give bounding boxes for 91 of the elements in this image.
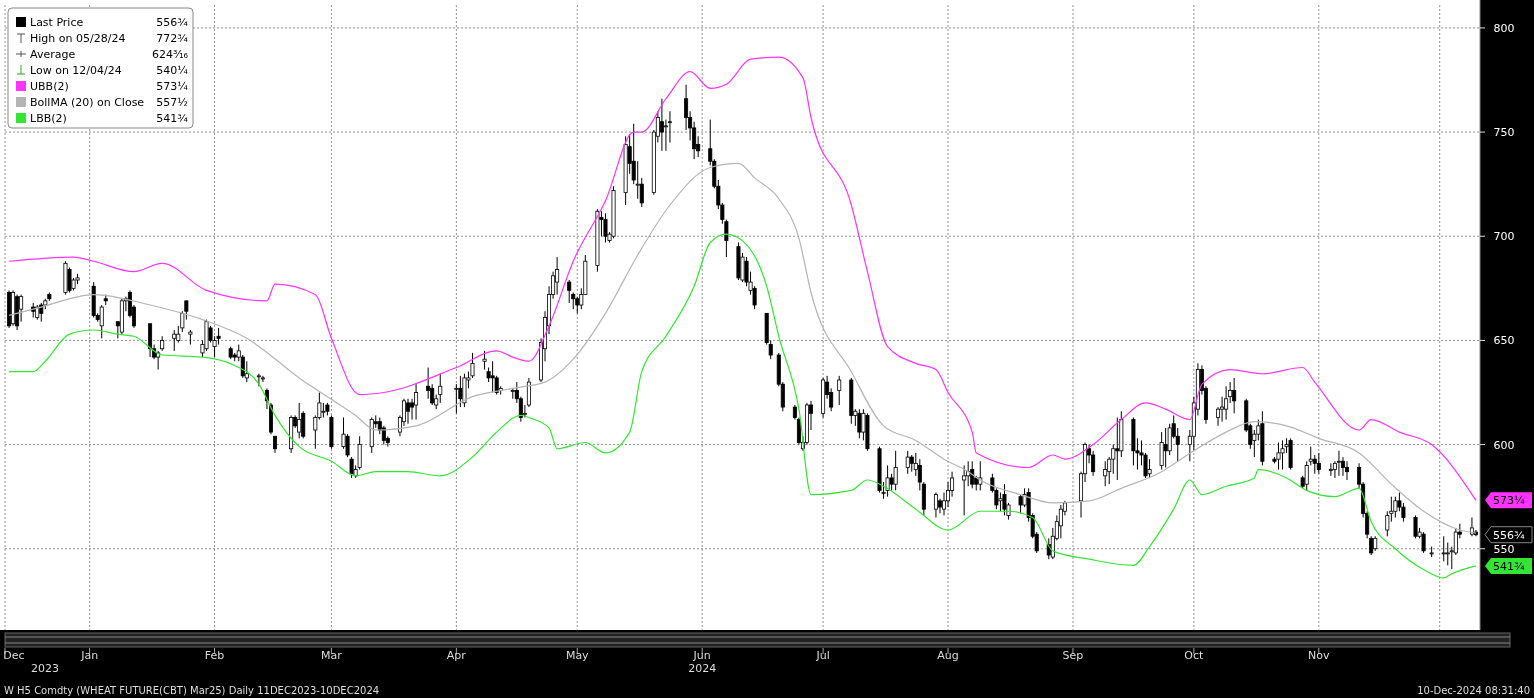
x-tick-label: Mar: [321, 649, 343, 662]
candlestick: [962, 464, 967, 516]
annotation: High on 05/28/24: [30, 32, 126, 45]
candlestick: [1002, 483, 1007, 516]
annotation: Low on 12/04/24: [30, 64, 122, 77]
candlestick: [1103, 460, 1108, 487]
y-tick-label: 600: [1493, 438, 1515, 452]
annotation: 573¼: [1492, 494, 1525, 508]
candlestick: [998, 492, 1003, 512]
x-tick-label: May: [565, 649, 590, 662]
candlestick: [1163, 427, 1168, 468]
y-tick-label: 550: [1493, 542, 1515, 556]
x-tick-label: Feb: [204, 649, 225, 662]
legend-label: UBB(2): [30, 80, 69, 93]
candlestick: [1220, 396, 1225, 423]
candlestick: [1280, 439, 1285, 471]
candlestick: [244, 360, 249, 383]
candlestick: [905, 450, 910, 475]
candlestick: [659, 98, 664, 152]
legend-label: LBB(2): [30, 112, 67, 125]
candlestick: [1469, 517, 1474, 537]
candlestick: [1232, 377, 1237, 414]
annotation: 772¾: [156, 32, 189, 45]
x-tick-label: Jul: [815, 649, 830, 662]
candlestick: [1018, 494, 1023, 514]
x-tick-label: Apr: [446, 649, 467, 662]
candlestick: [256, 373, 261, 387]
candlestick: [857, 408, 862, 439]
x-tick-label: Jun: [692, 649, 711, 662]
legend-label: BollMA (20) on Close: [30, 96, 145, 109]
text: 10-Dec-2024 08:31:40: [1417, 685, 1530, 696]
candlestick: [1441, 535, 1446, 562]
candlestick: [172, 329, 177, 352]
x-tick-label: Dec: [3, 649, 25, 662]
y-tick-label: 750: [1493, 126, 1515, 140]
annotation: 573¼: [156, 80, 189, 93]
candlestick: [1224, 385, 1229, 421]
candlestick: [567, 279, 572, 304]
candlestick: [454, 383, 459, 414]
x-tick-label: Nov: [1308, 649, 1331, 662]
x-tick-label: Jan: [80, 649, 99, 662]
candlestick: [414, 383, 419, 421]
x-tick-label: Oct: [1184, 649, 1205, 662]
y-tick-label: 650: [1493, 334, 1515, 348]
candlestick: [1115, 417, 1120, 481]
candlestick: [1328, 462, 1333, 477]
candlestick: [1147, 458, 1152, 479]
candlestick: [1445, 542, 1450, 566]
candlestick: [406, 398, 410, 425]
candlestick: [381, 425, 386, 446]
candlestick: [349, 456, 354, 479]
x-tick-label: Aug: [937, 649, 959, 662]
candlestick: [19, 294, 24, 323]
candlestick: [837, 375, 842, 406]
candlestick: [978, 460, 983, 491]
candlestick: [482, 350, 487, 371]
legend-label: Last Price: [30, 16, 84, 29]
candlestick: [1413, 514, 1418, 539]
candlestick: [260, 375, 265, 383]
y-tick-label: 800: [1493, 21, 1515, 35]
x-tick-label: Sep: [1062, 649, 1084, 662]
candlestick: [1421, 531, 1426, 554]
annotation: 541¾: [1492, 559, 1525, 573]
text: W H5 Comdty (WHEAT FUTURE(CBT) Mar25) Daily 11DEC2023-10DEC2024: [4, 685, 380, 696]
candlestick: [297, 402, 302, 439]
candlestick: [1058, 504, 1063, 539]
candlestick: [1336, 450, 1341, 477]
annotation: 556¾: [1492, 528, 1525, 542]
annotation: 624³⁄₁₆: [151, 48, 189, 61]
candlestick: [635, 160, 640, 200]
candlestick: [426, 367, 431, 400]
candlestick: [1345, 460, 1350, 481]
candlestick: [1312, 454, 1317, 475]
annotation: 557½: [156, 96, 188, 109]
candlestick: [555, 256, 560, 296]
text: 2024: [688, 662, 717, 675]
annotation: Average: [30, 48, 76, 61]
annotation: 541¾: [156, 112, 189, 125]
candlestick: [1316, 452, 1321, 475]
candlestick: [39, 302, 44, 323]
candlestick: [933, 492, 938, 518]
annotation: 540¼: [156, 64, 189, 77]
annotation: 556¾: [156, 16, 189, 29]
text: 2023: [31, 662, 59, 675]
candlestick: [1453, 527, 1458, 556]
candlestick: [1159, 431, 1164, 471]
y-tick-label: 700: [1493, 230, 1515, 244]
candlestick: [1276, 442, 1281, 471]
candlestick: [438, 373, 443, 404]
candlestick: [1393, 496, 1398, 518]
candlestick: [156, 350, 161, 371]
